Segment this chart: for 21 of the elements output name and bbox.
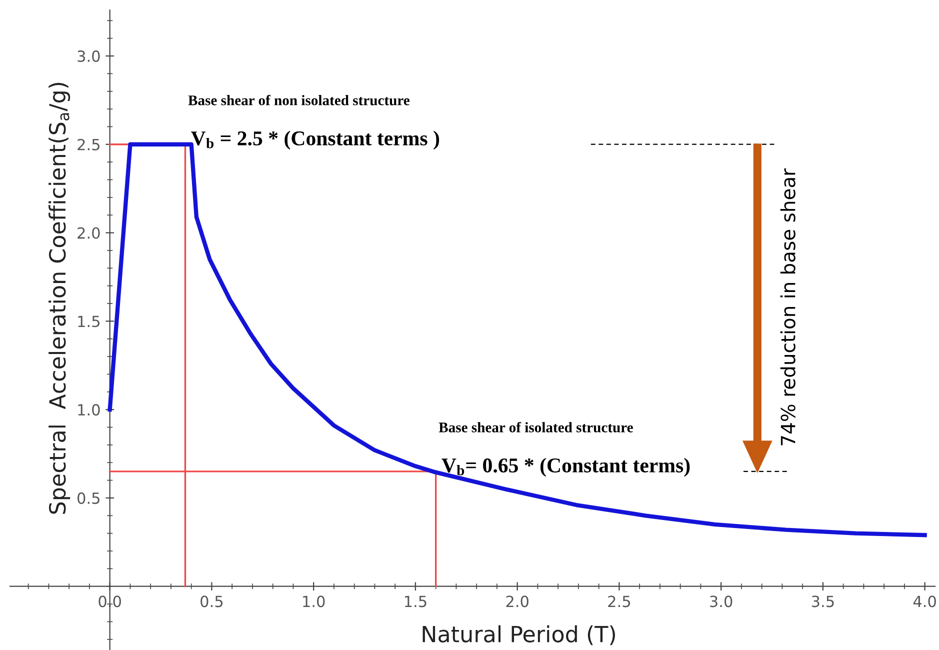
x-tick-label: 0.5 <box>200 596 223 608</box>
annotation: 74% reduction in base shear <box>780 168 796 446</box>
annotation: Base shear of isolated structure <box>438 422 633 432</box>
y-tick-label: 2.0 <box>78 227 100 239</box>
y-axis-title: Spectral Acceleration Coefficient(S$_{a}$/g) <box>48 82 70 514</box>
y-tick-label: 1.5 <box>78 316 100 328</box>
x-axis-title: Natural Period (T) <box>422 625 615 646</box>
x-tick-label: 2.5 <box>608 596 630 608</box>
x-tick-label: 1.0 <box>303 596 325 608</box>
annotation: V$_{b}$ = 2.5 * (Constant terms ) <box>191 130 440 150</box>
x-tick-label: 2.0 <box>506 596 528 608</box>
annotation: V$_{b}$= 0.65 * (Constant terms) <box>442 458 690 477</box>
x-tick-label: 3.0 <box>710 596 732 608</box>
y-tick-label: 2.5 <box>78 138 100 150</box>
x-tick-label: 3.5 <box>812 596 834 608</box>
x-tick-label: 4.0 <box>913 596 936 608</box>
y-tick-label: 0.5 <box>78 492 100 504</box>
y-tick-label: 3.0 <box>78 50 100 62</box>
y-tick-label: 1.0 <box>78 404 100 416</box>
annotation: Base shear of non isolated structure <box>188 94 410 106</box>
x-tick-label: 1.5 <box>404 596 426 608</box>
